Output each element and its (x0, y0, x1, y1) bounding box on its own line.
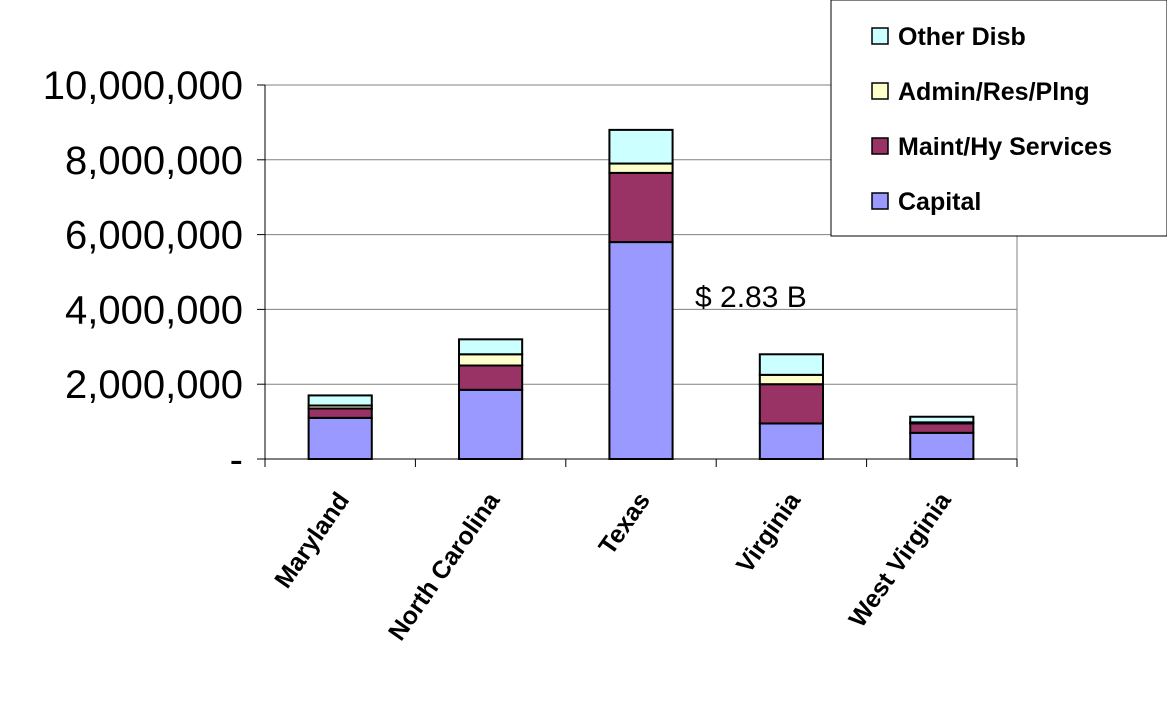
bar-segment (909, 422, 975, 434)
bar-segment (608, 162, 674, 174)
y-tick-label: - (230, 438, 243, 482)
bar-segment (307, 407, 373, 419)
legend-label: Other Disb (898, 23, 1026, 51)
bar-segment (909, 431, 975, 461)
bar-segment (909, 415, 975, 424)
legend-swatch (871, 82, 889, 100)
x-tick-label: Maryland (269, 487, 355, 593)
bar-segment (307, 394, 373, 407)
bar-segment (458, 388, 524, 460)
legend-label: Admin/Res/Plng (898, 78, 1090, 106)
legend-swatch (871, 137, 889, 155)
bar-segment (608, 241, 674, 460)
legend-swatch (871, 192, 889, 210)
y-tick-label: 2,000,000 (65, 363, 243, 407)
bar-annotation: $ 2.83 B (695, 281, 807, 314)
bar-segment (458, 353, 524, 367)
bar-segment (458, 338, 524, 356)
y-tick-label: 6,000,000 (65, 214, 243, 258)
x-tick-label: West Virginia (843, 486, 957, 632)
bar-segment (758, 353, 824, 376)
legend-label: Capital (898, 188, 981, 216)
bar-segment (608, 128, 674, 165)
y-axis-ticks: - 2,000,000 4,000,000 6,000,000 8,000,000 10,… (43, 64, 266, 482)
x-tick-label: Virginia (731, 486, 807, 578)
x-tick-label: North Carolina (383, 486, 506, 645)
legend-swatch (871, 27, 889, 45)
y-tick-label: 4,000,000 (65, 288, 243, 332)
y-tick-label: 10,000,000 (43, 64, 243, 108)
x-tick-label: Texas (593, 487, 656, 560)
bars (307, 128, 975, 461)
legend: Other Disb Admin/Res/Plng Maint/Hy Service… (830, 0, 1167, 237)
y-tick-label: 8,000,000 (65, 139, 243, 183)
x-axis-ticks: Maryland North Carolina Texas Virginia West … (264, 459, 1018, 646)
legend-label: Maint/Hy Services (898, 133, 1112, 161)
bar-segment (307, 416, 373, 460)
bar-segment (758, 383, 824, 425)
bar-segment (758, 422, 824, 460)
bar-segment (608, 171, 674, 244)
bar-segment (758, 373, 824, 386)
bar-segment (458, 364, 524, 391)
